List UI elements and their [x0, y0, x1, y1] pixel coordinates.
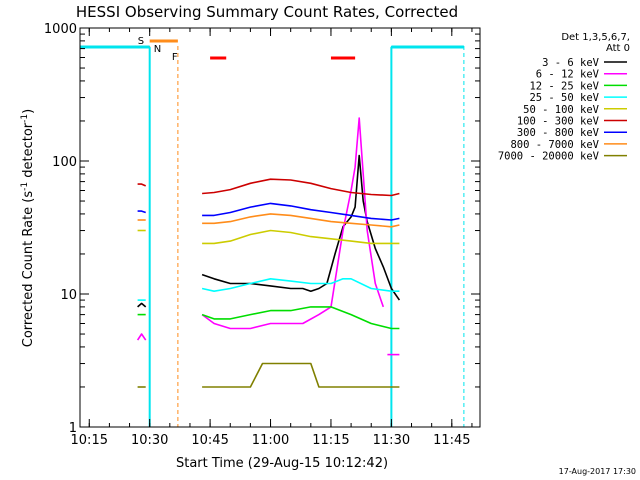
series-7000-20000-kev: [202, 362, 400, 388]
observing-flags: SNF: [80, 36, 465, 427]
series-layer: [136, 117, 401, 388]
x-tick-label: 10:30: [131, 433, 168, 448]
series-50-100-kev: [202, 229, 400, 245]
series-100-300-kev: [202, 178, 400, 197]
legend-title: Att 0: [606, 43, 630, 54]
x-tick-label: 11:15: [312, 433, 349, 448]
series-800-7000-kev: [202, 213, 400, 228]
y-tick-label: 100: [52, 155, 77, 170]
x-tick-label: 11:00: [252, 433, 289, 448]
x-tick-label: 10:15: [71, 433, 108, 448]
y-tick-label: 10: [60, 288, 77, 303]
x-axis: 10:15 10:30 10:45 11:00 11:15 11:30 11:45: [71, 28, 473, 448]
flag-label-night: N: [154, 44, 161, 55]
series-25-50-kev: [201, 277, 400, 293]
plot-frame: [79, 27, 481, 428]
chart-title: HESSI Observing Summary Count Rates, Cor…: [76, 3, 458, 21]
legend-label: 25 - 50 keV: [529, 92, 599, 104]
legend-label: 800 - 7000 keV: [510, 139, 599, 151]
legend-title: Det 1,3,5,6,7,: [561, 32, 630, 43]
x-tick-label: 11:30: [373, 433, 410, 448]
legend-label: 7000 - 20000 keV: [498, 151, 600, 163]
y-axis: 1 10 100 1000: [44, 22, 480, 436]
render-timestamp: 17-Aug-2017 17:30: [559, 467, 636, 476]
legend-label: 3 - 6 keV: [542, 57, 600, 69]
y-tick-label: 1000: [44, 22, 77, 37]
series-100-300-kev: [137, 183, 147, 187]
series-3-6-kev: [137, 302, 147, 308]
y-tick-label: 1: [69, 421, 77, 436]
legend-label: 300 - 800 keV: [517, 127, 600, 139]
series-300-800-kev: [137, 210, 146, 214]
legend-label: 100 - 300 keV: [517, 116, 600, 128]
x-tick-label: 10:45: [191, 433, 228, 448]
legend-label: 6 - 12 keV: [536, 69, 600, 81]
flag-label-saa: S: [138, 36, 144, 47]
series-6-12-kev: [136, 333, 147, 341]
y-axis-label: Corrected Count Rate (s-1 detector-1): [20, 109, 36, 347]
x-tick-label: 11:45: [433, 433, 470, 448]
flag-label-flare: F: [172, 52, 178, 63]
series-300-800-kev: [202, 202, 400, 221]
legend-label: 50 - 100 keV: [523, 104, 600, 116]
legend-label: 12 - 25 keV: [529, 80, 599, 92]
series-3-6-kev: [201, 154, 401, 301]
series-12-25-kev: [201, 306, 400, 330]
x-axis-label: Start Time (29-Aug-15 10:12:42): [176, 456, 388, 471]
